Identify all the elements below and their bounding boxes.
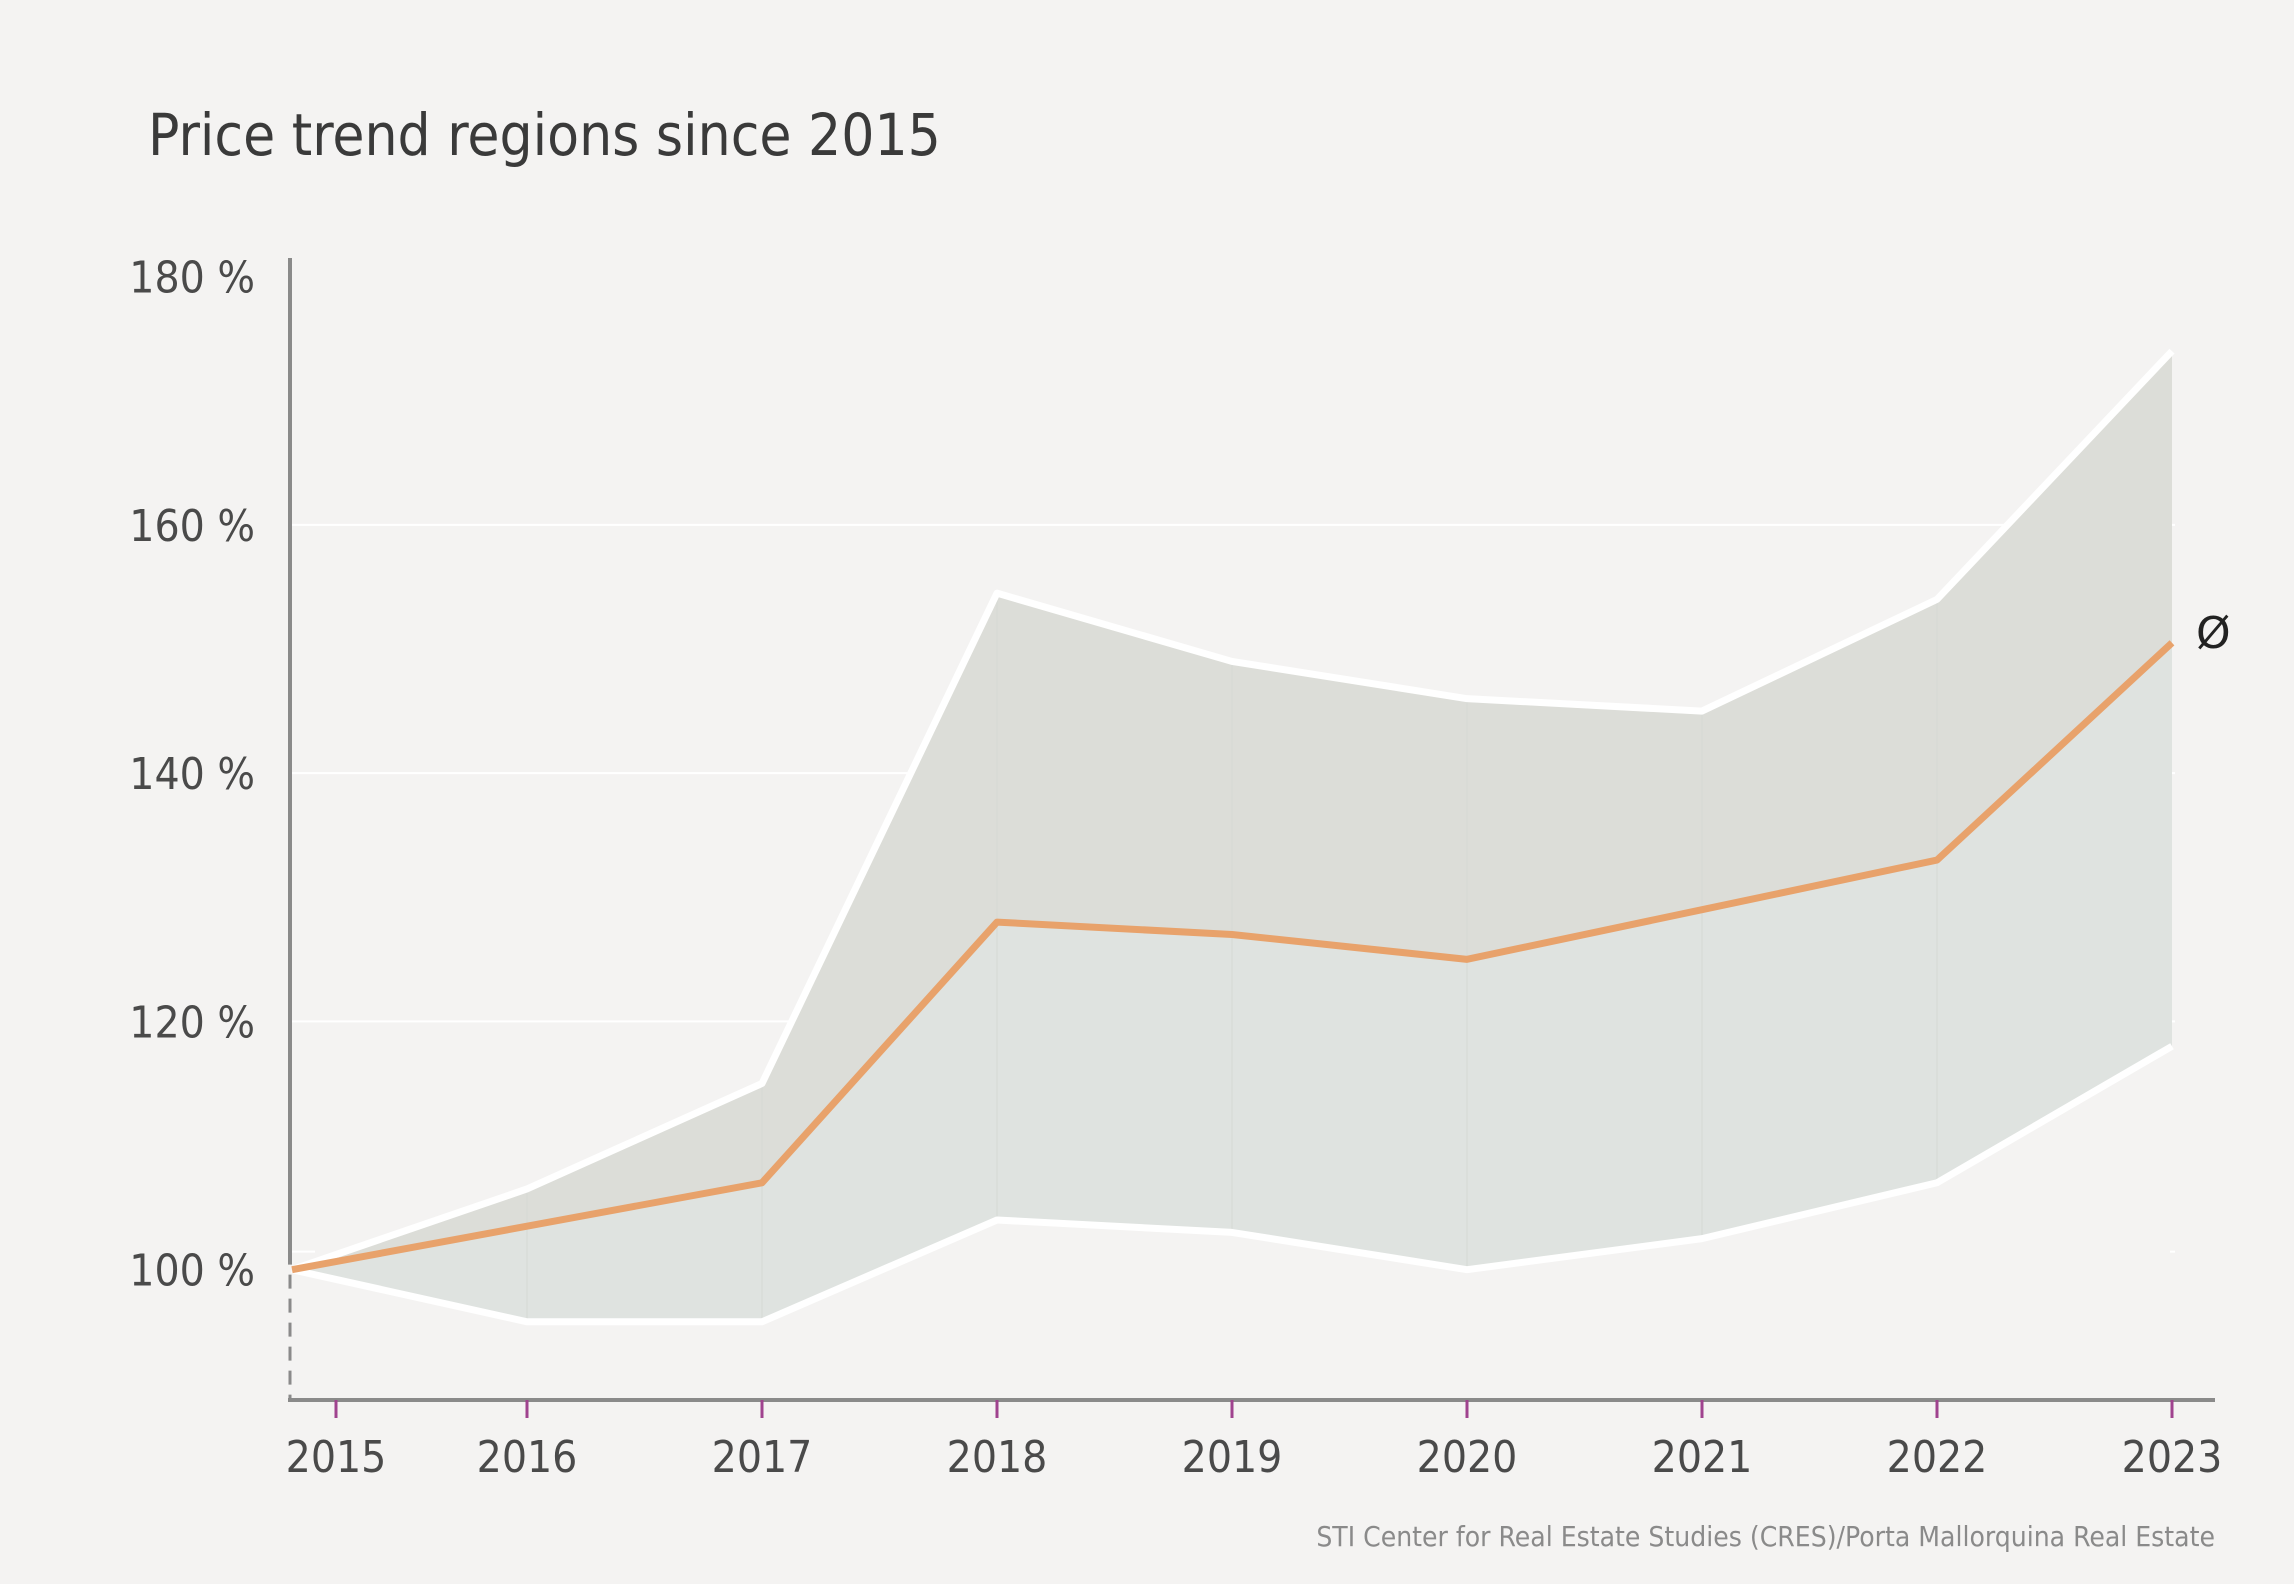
y-tick-label-100: 100 % [129,1246,255,1297]
axes [288,258,2215,1418]
series-line-max [290,348,2175,1273]
y-tick-label-160: 160 % [129,501,255,552]
x-tick-label-2021: 2021 [1652,1432,1753,1483]
series-line-average [291,640,2175,1274]
x-tick-label-2023: 2023 [2122,1432,2223,1483]
y-axis-labels: 100 % 120 % 140 % 160 % 180 % [129,253,255,1297]
average-series-label: Ø [2196,608,2231,659]
y-tick-label-140: 140 % [129,749,255,800]
series-lines [290,348,2175,1326]
x-tick-label-2016: 2016 [477,1432,578,1483]
range-band [292,351,2172,1322]
source-label: STI Center for Real Estate Studies (CRES… [1316,1520,2215,1553]
x-tick-label-2022: 2022 [1887,1432,1988,1483]
x-tick-label-2019: 2019 [1182,1432,1283,1483]
x-tick-label-2018: 2018 [947,1432,1048,1483]
series-line-min [291,1043,2174,1326]
y-tick-label-120: 120 % [129,997,255,1048]
x-tick-label-2020: 2020 [1417,1432,1518,1483]
x-tick-label-2015: 2015 [286,1432,387,1483]
x-axis-labels: 2015 2016 2017 2018 2019 2020 2021 2022 2023 [286,1432,2223,1483]
chart-title: Price trend regions since 2015 [148,101,941,169]
y-tick-label-180: 180 % [129,253,255,304]
x-tick-label-2017: 2017 [712,1432,813,1483]
